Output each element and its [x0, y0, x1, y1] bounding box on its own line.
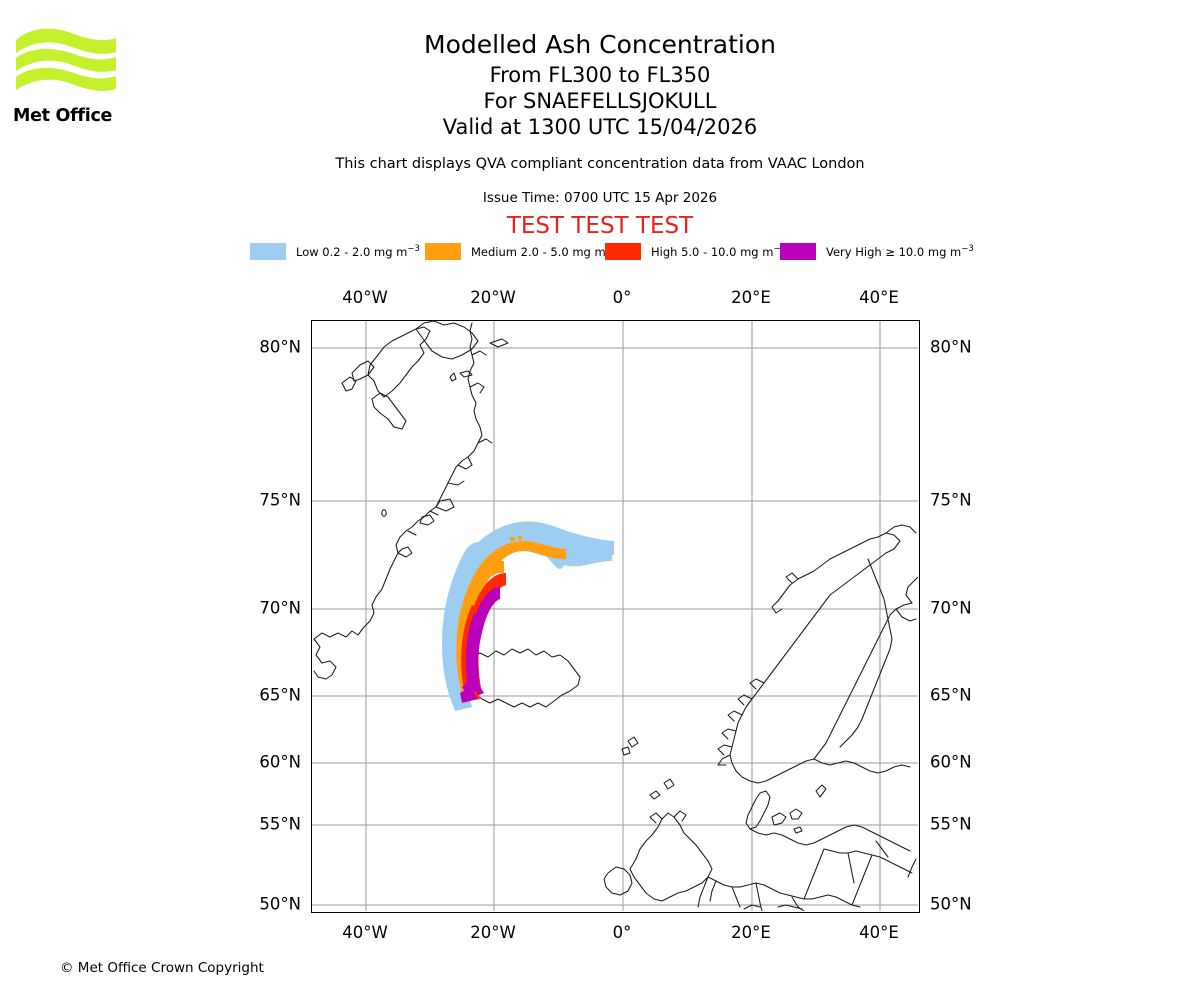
met-office-wordmark: Met Office [13, 106, 113, 126]
legend-swatch-3 [780, 242, 816, 260]
title-volcano: For SNAEFELLSJOKULL [483, 89, 717, 113]
lat-tick-left-4: 60°N [259, 752, 301, 772]
lat-tick-right-5: 55°N [930, 814, 972, 834]
met-office-logo: Met Office [12, 22, 132, 126]
legend-label-1: Medium 2.0 - 5.0 mg m−3 [471, 244, 618, 259]
lon-tick-top-2: 0° [612, 288, 632, 307]
title-flight-levels: From FL300 to FL350 [489, 63, 711, 87]
legend-label-0: Low 0.2 - 2.0 mg m−3 [296, 243, 420, 259]
legend-item-2: High 5.0 - 10.0 mg m−3 [605, 241, 786, 261]
legend-item-0: Low 0.2 - 2.0 mg m−3 [250, 241, 420, 261]
page-title: Modelled Ash Concentration [424, 30, 776, 59]
legend-item-1: Medium 2.0 - 5.0 mg m−3 [425, 241, 618, 261]
legend-label-2: High 5.0 - 10.0 mg m−3 [651, 244, 786, 259]
lat-tick-right-1: 75°N [930, 490, 972, 510]
coastlines [313, 321, 918, 911]
test-banner: TEST TEST TEST [506, 213, 694, 239]
concentration-legend: Low 0.2 - 2.0 mg m−3 Medium 2.0 - 5.0 mg … [250, 241, 990, 261]
legend-item-3: Very High ≥ 10.0 mg m−3 [780, 241, 974, 261]
legend-swatch-2 [605, 242, 641, 260]
lat-tick-right-2: 70°N [930, 598, 972, 618]
lon-tick-top-1: 20°W [470, 288, 516, 307]
lon-tick-top-4: 40°E [859, 288, 899, 307]
lat-tick-left-3: 65°N [259, 685, 301, 705]
map-plot-area [311, 320, 920, 913]
lon-tick-bottom-1: 20°W [470, 923, 516, 942]
lon-tick-bottom-2: 0° [612, 923, 632, 942]
lat-tick-right-0: 80°N [930, 337, 972, 357]
legend-swatch-0 [250, 242, 286, 260]
copyright-notice: © Met Office Crown Copyright [60, 960, 264, 976]
lat-tick-left-6: 50°N [259, 894, 301, 914]
lat-tick-left-2: 70°N [259, 598, 301, 618]
lat-tick-left-0: 80°N [259, 337, 301, 357]
lat-tick-right-3: 65°N [930, 685, 972, 705]
lat-tick-right-6: 50°N [930, 894, 972, 914]
lat-tick-left-5: 55°N [259, 814, 301, 834]
issue-time-label: Issue Time: 0700 UTC 15 Apr 2026 [482, 190, 718, 206]
lon-tick-bottom-3: 20°E [731, 923, 771, 942]
lat-tick-right-4: 60°N [930, 752, 972, 772]
legend-swatch-1 [425, 242, 461, 260]
lon-tick-top-3: 20°E [731, 288, 771, 307]
met-office-wave-mark [16, 28, 116, 91]
map-gridlines [312, 321, 918, 911]
title-valid-time: Valid at 1300 UTC 15/04/2026 [442, 115, 758, 139]
lon-tick-bottom-0: 40°W [342, 923, 388, 942]
legend-label-3: Very High ≥ 10.0 mg m−3 [826, 243, 974, 259]
lon-tick-bottom-4: 40°E [859, 923, 899, 942]
lat-tick-left-1: 75°N [259, 490, 301, 510]
map-canvas [312, 321, 918, 911]
lon-tick-top-0: 40°W [342, 288, 388, 307]
ash-plume [442, 521, 614, 711]
chart-subtitle: This chart displays QVA compliant concen… [335, 156, 865, 172]
